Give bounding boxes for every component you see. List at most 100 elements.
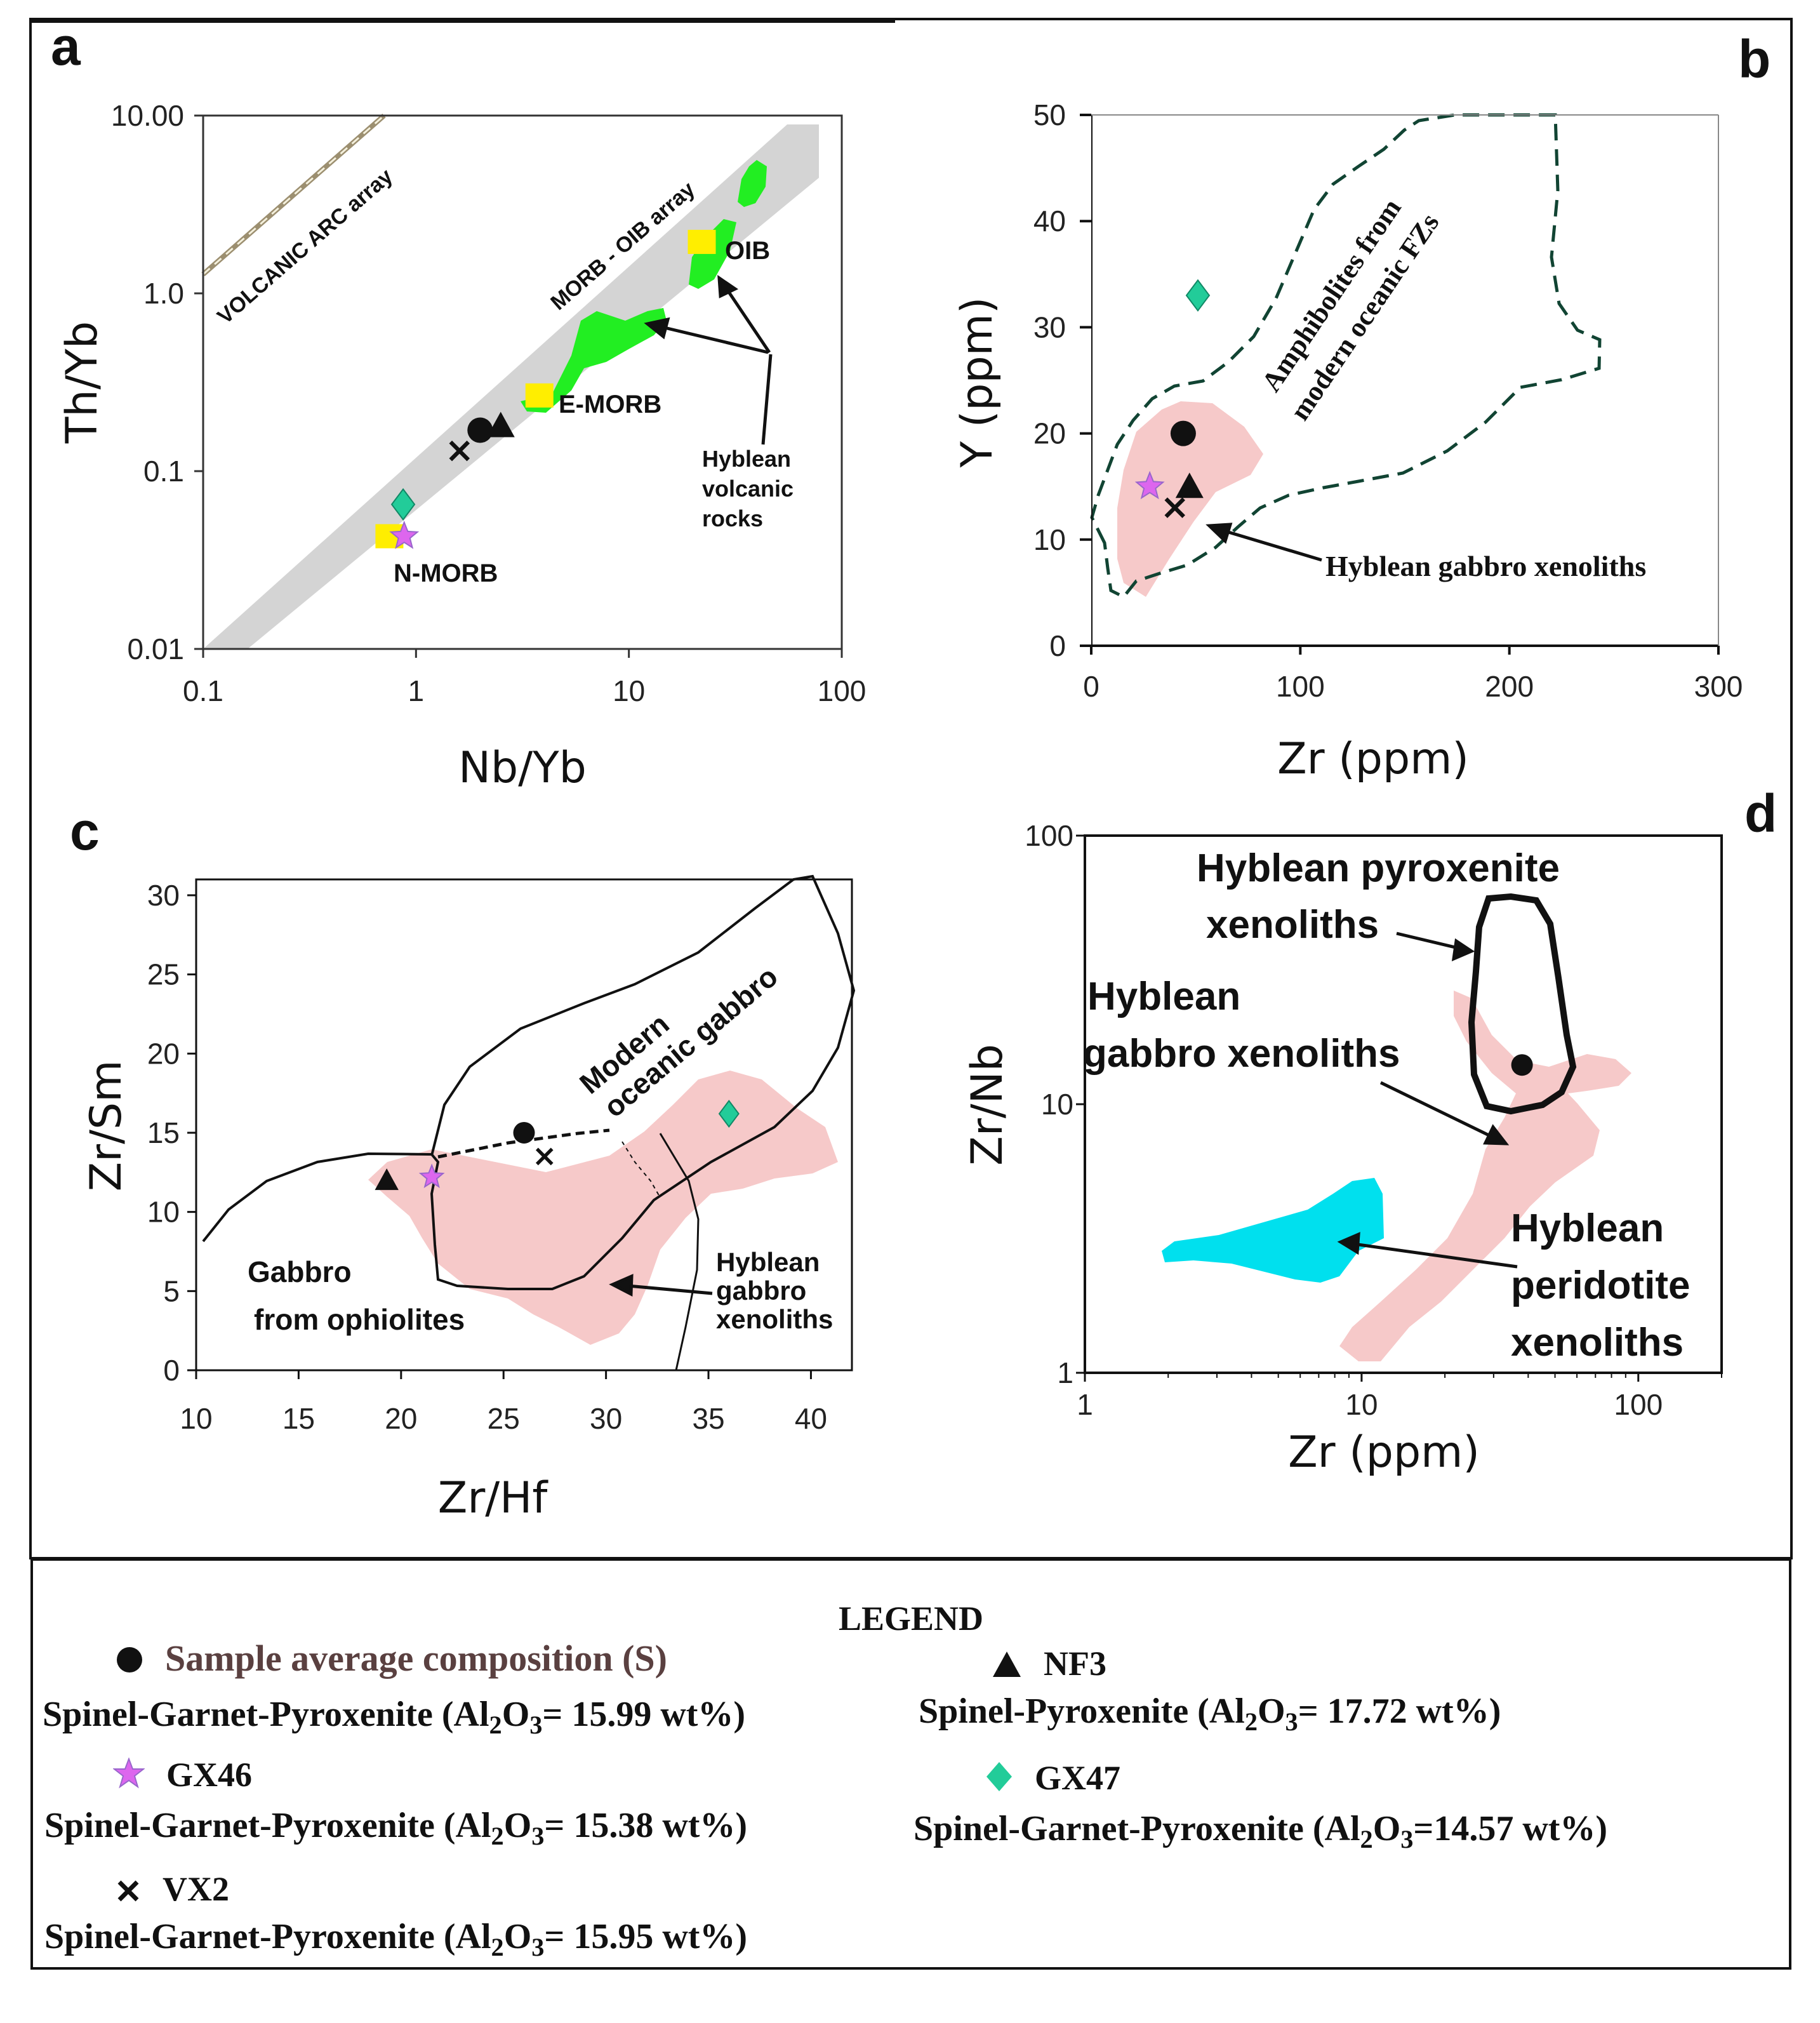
pyroxenite-field bbox=[1468, 893, 1577, 1115]
gab-label-d-1: Hyblean bbox=[1087, 975, 1240, 1018]
c-xtick-label: 15 bbox=[282, 1402, 315, 1435]
a-xtick-label: 10 bbox=[613, 674, 645, 707]
peridotite-field bbox=[1162, 1178, 1384, 1283]
c-ytick-label: 30 bbox=[147, 879, 180, 912]
hyblean-volcanic-label-3: rocks bbox=[702, 505, 763, 531]
b-ytick-label: 0 bbox=[1049, 629, 1066, 662]
panel-a-xlabel: Nb/Yb bbox=[458, 743, 587, 793]
point-gx46 bbox=[1134, 471, 1165, 500]
legend-circle-icon bbox=[116, 1642, 143, 1683]
b-ytick-label: 30 bbox=[1033, 310, 1066, 344]
legend-name-gx46: GX46 bbox=[166, 1756, 252, 1794]
a-ytick-label: 10.00 bbox=[111, 99, 184, 132]
legend-title: LEGEND bbox=[838, 1599, 984, 1638]
c-ytick-label: 15 bbox=[147, 1116, 180, 1149]
point-gx47 bbox=[718, 1099, 740, 1128]
panel-d-xlabel: Zr (ppm) bbox=[1288, 1427, 1480, 1478]
hyblean-volcanic-field-3 bbox=[738, 160, 767, 207]
gab-label-d-2: gabbro xenoliths bbox=[1083, 1032, 1400, 1076]
hyblean-volcanic-label-2: volcanic bbox=[702, 476, 794, 502]
nmorb-label: N-MORB bbox=[394, 559, 498, 587]
legend-item-gx47: GX47 bbox=[985, 1758, 1120, 1801]
a-ytick-label: 0.1 bbox=[143, 455, 184, 488]
legend-triangle-icon bbox=[992, 1646, 1022, 1687]
c-ytick-label: 0 bbox=[163, 1354, 180, 1387]
d-ytick-label: 1 bbox=[1057, 1356, 1073, 1389]
c-ytick-label: 20 bbox=[147, 1037, 180, 1070]
hyblean-gabbro-field-c bbox=[368, 1071, 838, 1345]
hyblean-volcanic-field-1 bbox=[521, 308, 667, 413]
c-ytick-label: 5 bbox=[163, 1274, 180, 1307]
b-ytick-label: 50 bbox=[1033, 98, 1066, 131]
point-nf3 bbox=[1175, 472, 1204, 498]
point-vx2 bbox=[1164, 497, 1185, 518]
point-s bbox=[1511, 1054, 1533, 1076]
hyblean-gabbro-field-b bbox=[1117, 401, 1263, 597]
point-gx47 bbox=[390, 488, 416, 521]
point-nf3 bbox=[486, 411, 515, 437]
b-ytick-label: 10 bbox=[1033, 523, 1066, 556]
hyblean-volcanic-field-2 bbox=[689, 219, 736, 289]
point-gx46 bbox=[389, 520, 420, 549]
oib-label: OIB bbox=[725, 237, 770, 265]
panel-c-arrow bbox=[609, 1274, 713, 1297]
ophiolite-label-2: from ophiolites bbox=[254, 1303, 465, 1336]
pyx-label-2: xenoliths bbox=[1206, 903, 1379, 947]
panel-a-axes bbox=[202, 114, 843, 650]
hyblean-gabbro-field-d bbox=[1339, 991, 1631, 1361]
legend: LEGEND Sample average composition (S) Sp… bbox=[30, 1558, 1791, 1970]
panel-a-ylabel: Th/Yb bbox=[57, 321, 107, 444]
volcanic-arc-label: VOLCANIC ARC array bbox=[213, 164, 397, 329]
panel-d-letter: d bbox=[1744, 784, 1777, 843]
per-label-1: Hyblean bbox=[1511, 1206, 1664, 1250]
panel-b-xlabel: Zr (ppm) bbox=[1277, 734, 1469, 784]
panel-a: a 0.1 1 10 100 10.00 1.0 0.1 0.01 VOLCANIC ARC … bbox=[51, 17, 866, 793]
legend-name-s: Sample average composition (S) bbox=[165, 1638, 667, 1679]
ophiolite-label-1: Gabbro bbox=[248, 1255, 352, 1288]
c-xtick-label: 30 bbox=[590, 1402, 622, 1435]
panel-d: d 1 10 100 100 10 1 Hyblean pyroxenite xenoli… bbox=[962, 784, 1777, 1478]
a-ytick-label: 1.0 bbox=[143, 277, 184, 310]
per-label-3: xenoliths bbox=[1511, 1321, 1684, 1365]
panel-a-letter: a bbox=[51, 17, 81, 76]
point-vx2 bbox=[535, 1147, 554, 1166]
legend-diamond-icon bbox=[985, 1761, 1013, 1801]
b-ytick-label: 20 bbox=[1033, 417, 1066, 450]
legend-name-gx47: GX47 bbox=[1035, 1759, 1120, 1797]
panel-c-ylabel: Zr/Sm bbox=[81, 1060, 131, 1192]
c-xtick-label: 40 bbox=[795, 1402, 827, 1435]
c-xtick-label: 35 bbox=[692, 1402, 724, 1435]
panel-b-ylabel: Y (ppm) bbox=[952, 297, 1002, 469]
a-xtick-label: 0.1 bbox=[183, 674, 223, 707]
panel-b-letter: b bbox=[1738, 29, 1770, 89]
legend-desc-gx46: Spinel-Garnet-Pyroxenite (Al2O3= 15.38 w… bbox=[44, 1806, 748, 1851]
legend-cross-icon bbox=[116, 1872, 141, 1913]
b-ytick-label: 40 bbox=[1033, 204, 1066, 237]
hyblean-label-c-2: gabbro bbox=[716, 1276, 806, 1305]
point-gx46 bbox=[418, 1163, 445, 1189]
reference-e-morb bbox=[525, 383, 554, 408]
legend-item-s: Sample average composition (S) bbox=[116, 1637, 667, 1683]
a-xtick-label: 100 bbox=[818, 674, 867, 707]
per-label-2: peridotite bbox=[1511, 1264, 1690, 1307]
legend-item-gx46: GX46 bbox=[112, 1754, 252, 1798]
panel-b-axes-bg bbox=[1091, 115, 1093, 646]
c-ytick-label: 10 bbox=[147, 1196, 180, 1229]
legend-desc-vx2: Spinel-Garnet-Pyroxenite (Al2O3= 15.95 w… bbox=[44, 1917, 748, 1962]
legend-item-vx2: VX2 bbox=[116, 1869, 229, 1913]
panel-c-field-lines bbox=[202, 874, 856, 1371]
panel-c-xlabel: Zr/Hf bbox=[438, 1473, 549, 1523]
panel-a-arrows bbox=[644, 275, 773, 445]
morb-oib-band bbox=[203, 124, 819, 649]
panel-c-letter: c bbox=[70, 801, 100, 861]
pyx-label-1: Hyblean pyroxenite bbox=[1197, 846, 1560, 890]
hyblean-label-c-1: Hyblean bbox=[716, 1247, 820, 1277]
b-xtick-label: 100 bbox=[1276, 670, 1325, 703]
legend-name-vx2: VX2 bbox=[163, 1870, 229, 1908]
reference-oib bbox=[687, 229, 716, 254]
a-xtick-label: 1 bbox=[408, 674, 425, 707]
point-vx2 bbox=[449, 440, 470, 462]
emorb-label: E-MORB bbox=[559, 391, 661, 418]
